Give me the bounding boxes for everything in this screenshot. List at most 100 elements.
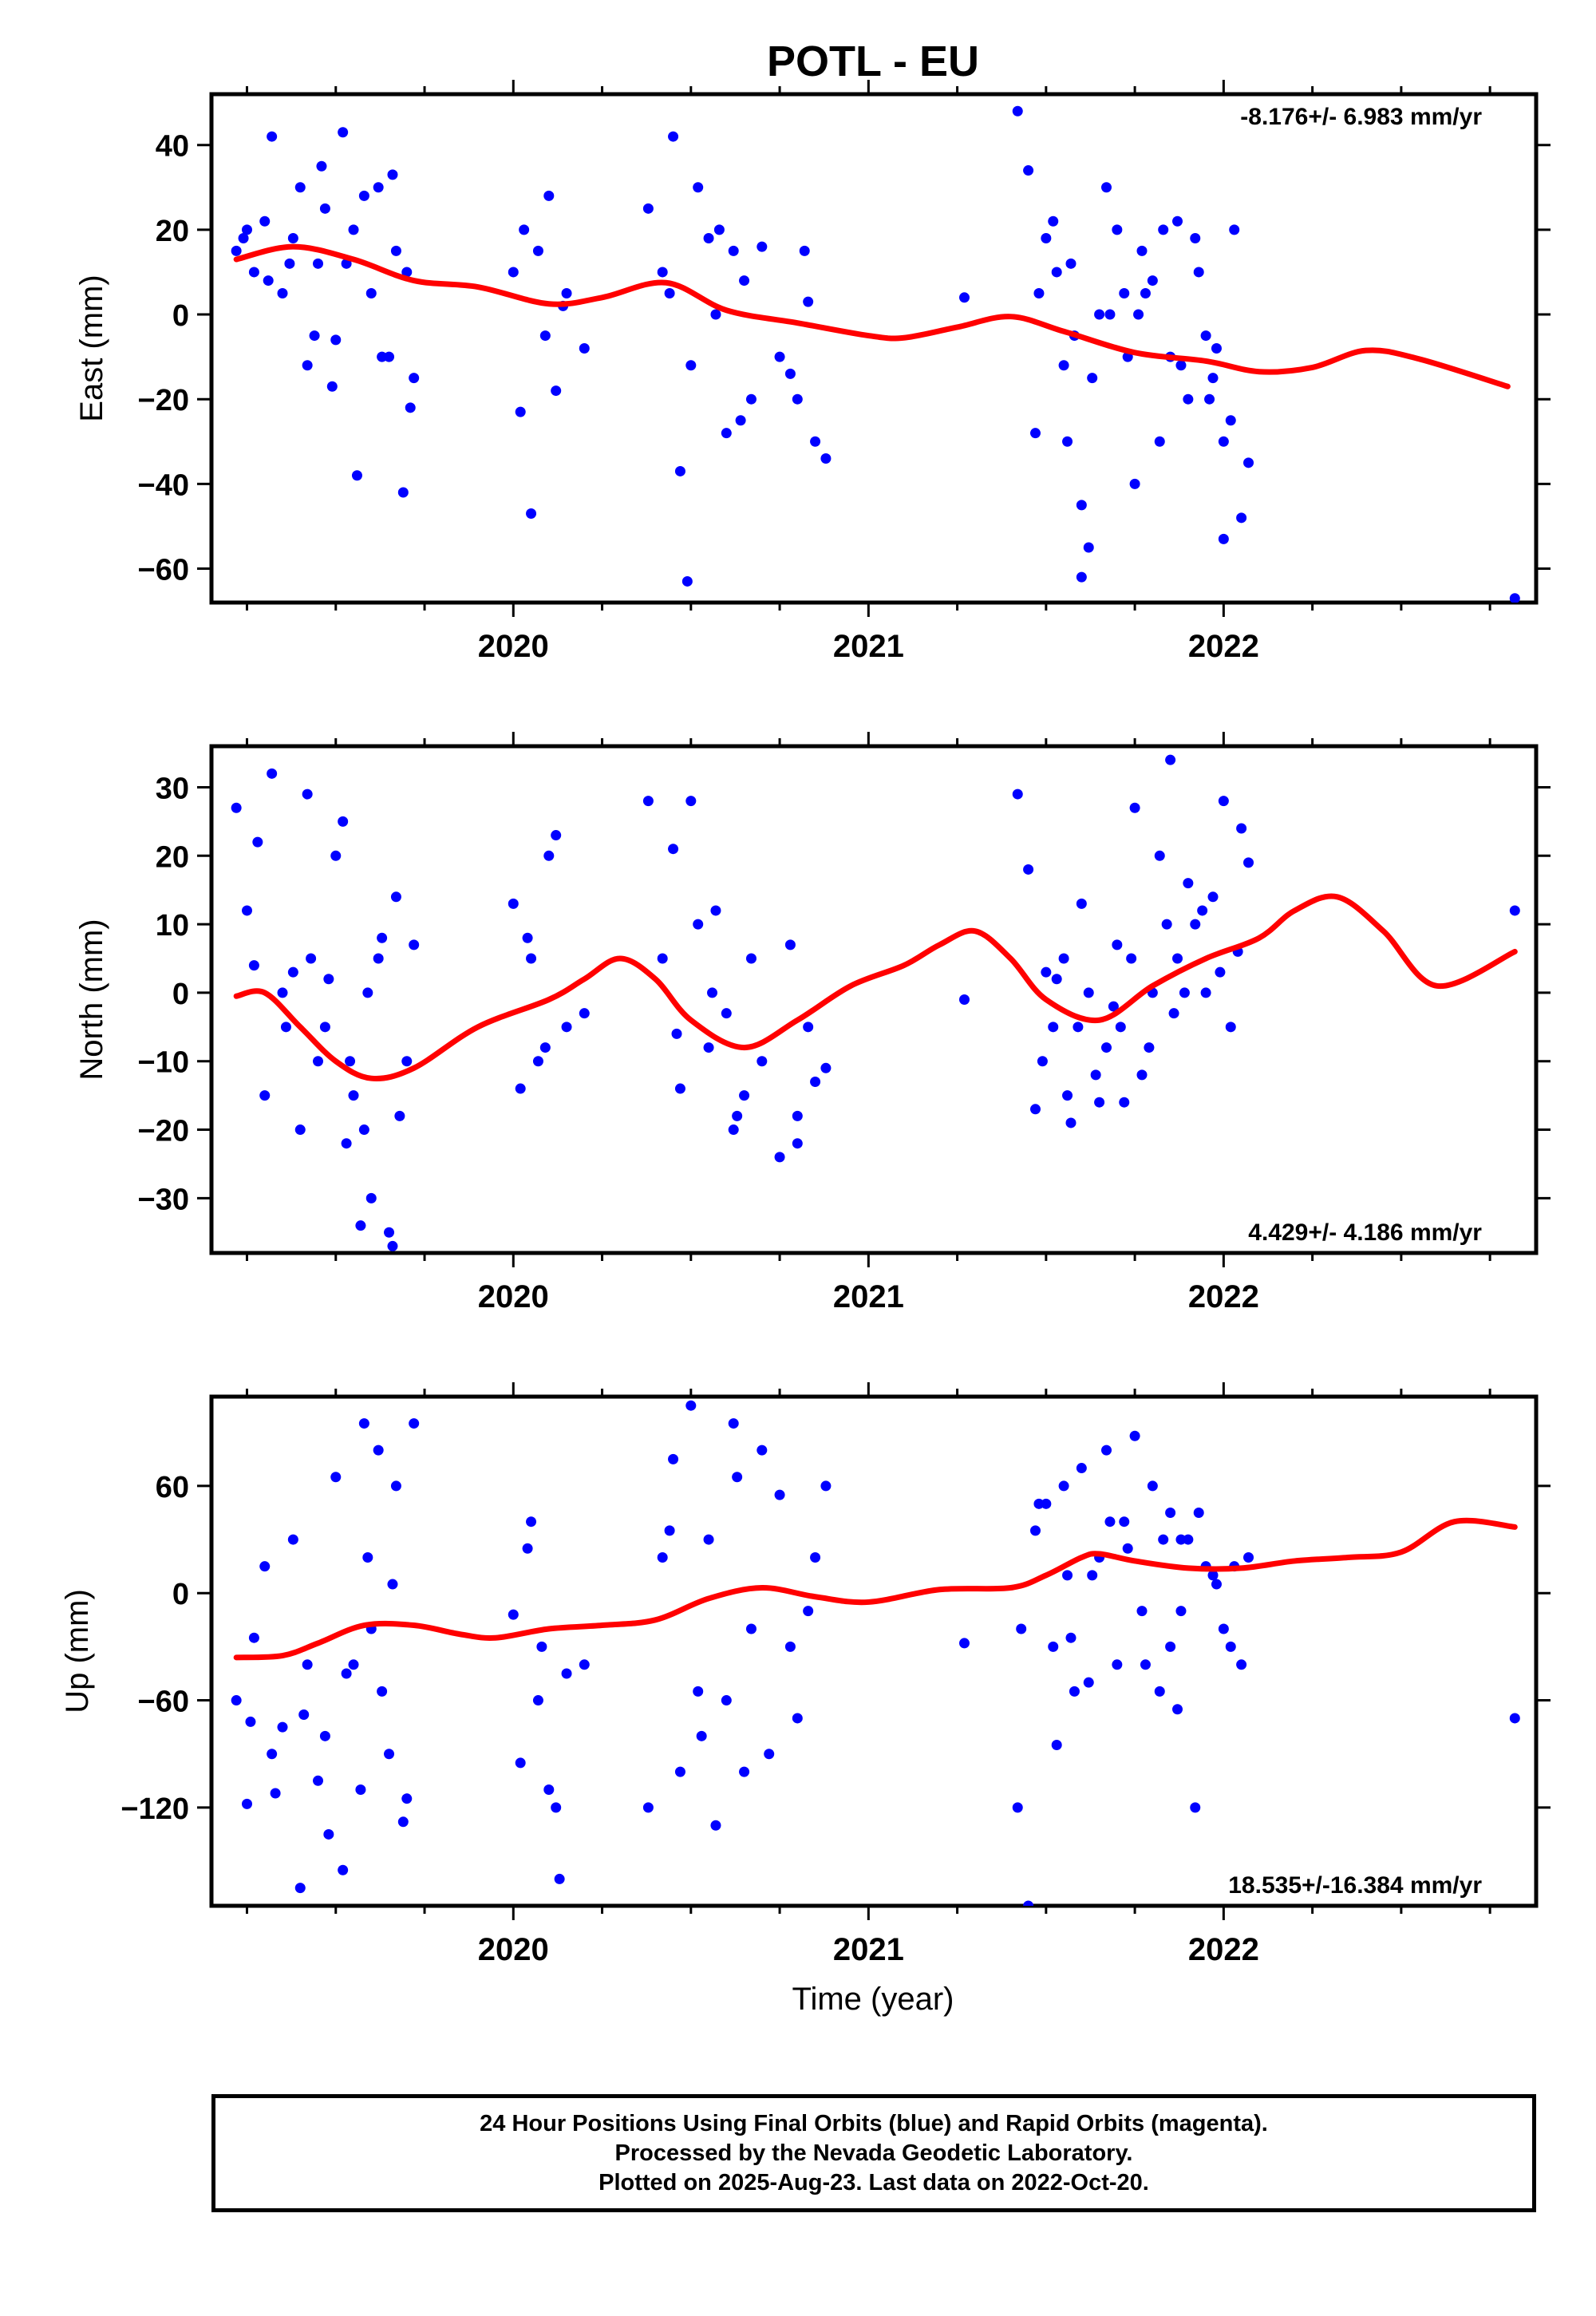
final-orbit-point — [1119, 1097, 1130, 1108]
final-orbit-point — [1165, 1508, 1176, 1519]
final-orbit-point — [1204, 393, 1215, 405]
final-orbit-point — [707, 987, 718, 998]
final-orbit-point — [1062, 1090, 1073, 1101]
final-orbit-point — [1108, 1001, 1119, 1012]
final-orbit-point — [696, 1730, 707, 1741]
final-orbit-point — [539, 330, 551, 342]
final-orbit-point — [1041, 1498, 1052, 1509]
final-orbit-point — [1101, 1445, 1112, 1456]
final-orbit-point — [387, 169, 398, 180]
final-orbit-point — [810, 1551, 821, 1563]
final-orbit-point — [820, 1480, 832, 1492]
final-orbit-point — [341, 1668, 352, 1679]
final-orbit-point — [774, 1152, 785, 1163]
final-orbit-point — [1069, 1686, 1080, 1697]
final-orbit-point — [671, 1028, 682, 1039]
final-orbit-point — [242, 224, 253, 235]
final-orbit-point — [757, 1445, 768, 1456]
final-orbit-point — [1172, 215, 1183, 227]
final-orbit-point — [345, 1056, 356, 1067]
final-orbit-point — [280, 1022, 291, 1033]
final-orbit-point — [1197, 905, 1208, 916]
final-orbit-point — [732, 1110, 743, 1121]
final-orbit-point — [551, 830, 562, 841]
final-orbit-point — [306, 953, 317, 964]
final-orbit-point — [245, 1716, 256, 1727]
final-orbit-point — [1183, 878, 1194, 889]
final-orbit-point — [745, 1623, 757, 1634]
final-orbit-point — [1112, 224, 1123, 235]
final-orbit-point — [1087, 1570, 1098, 1581]
final-orbit-point — [401, 1793, 413, 1804]
final-orbit-point — [287, 1534, 298, 1545]
final-orbit-point — [728, 1418, 739, 1429]
final-orbit-point — [355, 1220, 366, 1231]
final-orbit-point — [1083, 1677, 1094, 1688]
final-orbit-point — [373, 182, 384, 193]
final-orbit-point — [674, 1083, 685, 1094]
final-orbit-point — [664, 287, 675, 298]
final-orbit-point — [319, 1730, 330, 1741]
x-tick-label: 2020 — [478, 629, 549, 664]
final-orbit-point — [348, 1090, 359, 1101]
final-orbit-point — [1016, 1623, 1027, 1634]
final-orbit-point — [1190, 919, 1201, 930]
y-axis-label: North (mm) — [74, 919, 109, 1080]
x-axis-label: Time (year) — [792, 1982, 954, 2017]
final-orbit-point — [1062, 436, 1073, 447]
final-orbit-point — [1065, 258, 1077, 269]
y-tick-label: 40 — [156, 130, 189, 164]
final-orbit-point — [348, 224, 359, 235]
final-orbit-point — [1136, 1606, 1148, 1617]
final-orbit-point — [703, 1042, 714, 1053]
final-orbit-point — [1136, 245, 1148, 256]
final-orbit-point — [384, 1749, 395, 1760]
final-orbit-point — [270, 1788, 281, 1799]
final-orbit-point — [313, 1775, 324, 1786]
y-axis-label: East (mm) — [74, 275, 109, 421]
final-orbit-point — [561, 1668, 572, 1679]
final-orbit-point — [1207, 1570, 1219, 1581]
final-orbit-point — [377, 351, 388, 362]
final-orbit-point — [1243, 857, 1254, 868]
final-orbit-point — [277, 987, 288, 998]
final-orbit-point — [810, 436, 821, 447]
final-orbit-point — [1225, 1641, 1236, 1652]
final-orbit-point — [238, 232, 249, 243]
velocity-rate-label: 18.535+/-16.384 mm/yr — [1228, 1872, 1482, 1899]
final-orbit-point — [1051, 1740, 1062, 1751]
final-orbit-point — [820, 1062, 832, 1073]
final-orbit-point — [681, 575, 693, 587]
final-orbit-point — [1087, 373, 1098, 384]
final-orbit-point — [1065, 1632, 1077, 1643]
final-orbit-point — [341, 258, 352, 269]
final-orbit-point — [519, 224, 530, 235]
final-orbit-point — [685, 796, 697, 807]
final-orbit-point — [1126, 953, 1137, 964]
final-orbit-point — [1119, 287, 1130, 298]
figure-title: POTL - EU — [767, 38, 979, 85]
final-orbit-point — [1065, 1117, 1077, 1128]
final-orbit-point — [1183, 393, 1194, 405]
final-orbit-point — [799, 245, 810, 256]
final-orbit-point — [820, 453, 832, 464]
final-orbit-point — [294, 182, 306, 193]
final-orbit-point — [302, 360, 313, 371]
final-orbit-point — [1175, 1606, 1187, 1617]
final-orbit-point — [401, 267, 413, 278]
final-orbit-point — [1218, 533, 1229, 544]
final-orbit-point — [745, 393, 757, 405]
final-orbit-point — [390, 891, 401, 903]
final-orbit-point — [248, 267, 259, 278]
final-orbit-point — [330, 334, 342, 346]
final-orbit-point — [409, 1418, 420, 1429]
final-orbit-point — [1041, 232, 1052, 243]
final-orbit-point — [1154, 436, 1165, 447]
final-orbit-point — [319, 1022, 330, 1033]
final-orbit-point — [551, 1802, 562, 1813]
final-orbit-point — [1076, 1463, 1087, 1474]
final-orbit-point — [693, 1686, 704, 1697]
final-orbit-point — [1033, 1498, 1045, 1509]
final-orbit-point — [1218, 1623, 1229, 1634]
y-tick-label: 0 — [172, 978, 189, 1011]
